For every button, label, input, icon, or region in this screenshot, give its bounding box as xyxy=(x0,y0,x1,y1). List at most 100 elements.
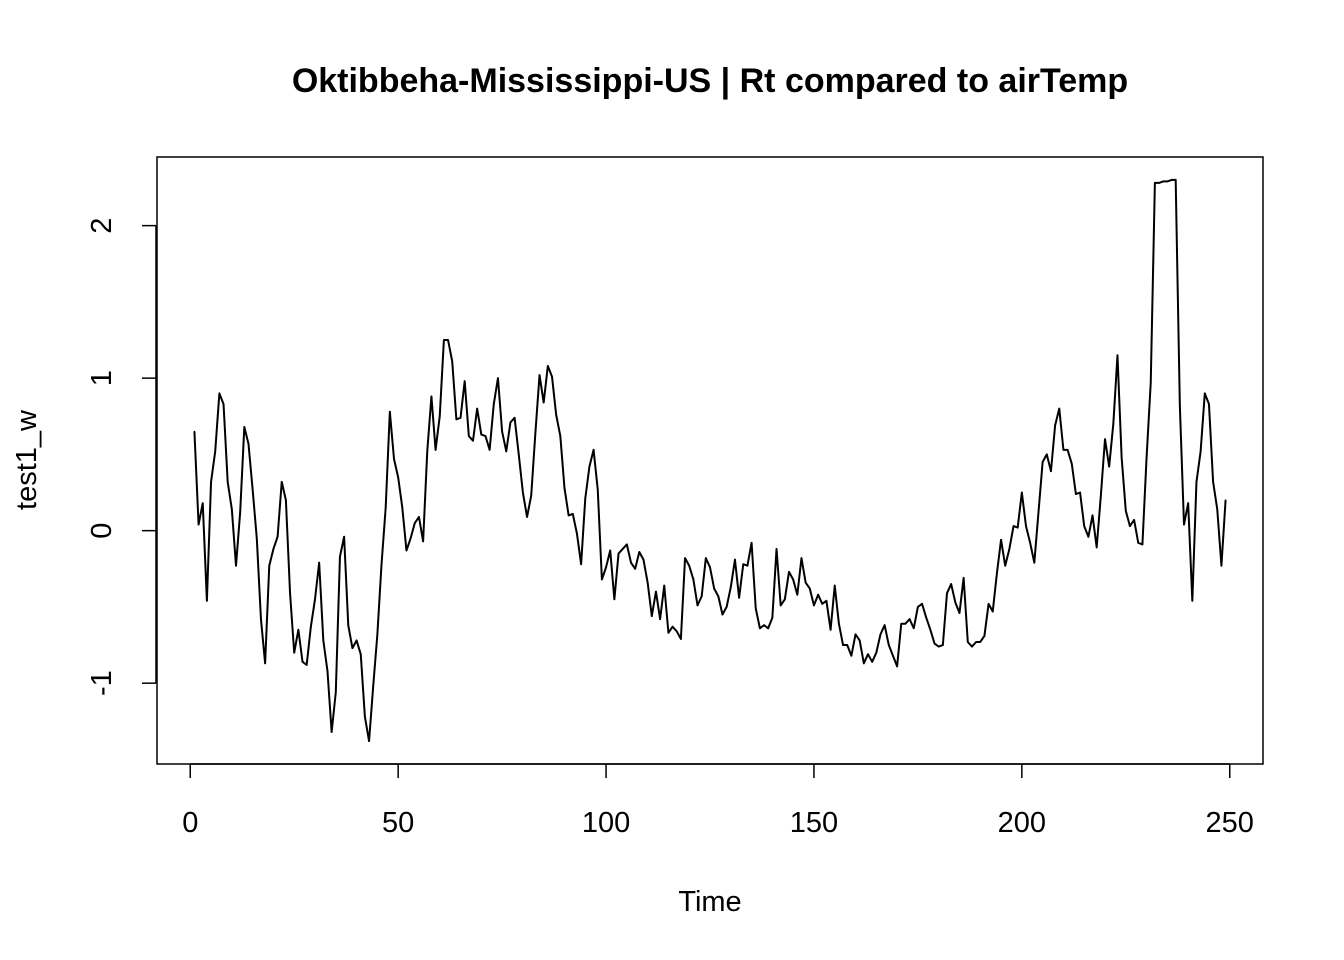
data-point xyxy=(1120,456,1123,459)
data-point xyxy=(1179,404,1181,407)
data-point xyxy=(1104,438,1106,440)
data-point xyxy=(621,548,624,550)
data-point xyxy=(1108,465,1110,468)
data-point xyxy=(788,571,790,573)
data-point xyxy=(1133,519,1135,521)
data-point xyxy=(231,508,233,511)
data-point xyxy=(709,566,711,569)
data-point xyxy=(796,593,799,596)
data-point xyxy=(617,552,620,555)
data-point xyxy=(1050,470,1052,472)
data-point xyxy=(1166,180,1169,183)
data-point xyxy=(289,592,291,594)
data-point xyxy=(883,624,886,627)
x-axis: 0 50 100 150 200 250 xyxy=(182,763,1254,839)
data-point xyxy=(929,628,932,631)
data-point xyxy=(1220,564,1223,567)
x-tick-label: 150 xyxy=(790,807,838,839)
data-point xyxy=(779,604,782,607)
data-point xyxy=(318,561,320,564)
data-point xyxy=(1183,523,1185,526)
data-point xyxy=(364,715,366,718)
data-point xyxy=(1224,499,1227,501)
data-point xyxy=(201,502,204,505)
data-point xyxy=(680,638,682,640)
data-point xyxy=(601,578,603,581)
x-axis-label: Time xyxy=(678,886,741,918)
data-point xyxy=(559,435,562,437)
x-tick-label: 100 xyxy=(582,807,630,839)
data-point xyxy=(626,543,628,546)
data-point xyxy=(846,644,849,646)
data-point xyxy=(833,584,836,587)
data-point xyxy=(397,476,399,479)
data-point xyxy=(522,491,524,494)
data-point xyxy=(285,499,287,501)
data-point xyxy=(746,564,749,567)
data-point xyxy=(659,618,661,620)
data-point xyxy=(1141,543,1144,546)
data-point xyxy=(476,407,478,410)
data-point xyxy=(908,618,911,620)
data-point xyxy=(235,564,237,567)
data-point xyxy=(1212,481,1214,483)
data-point xyxy=(1145,456,1148,459)
data-point xyxy=(925,616,928,619)
data-point xyxy=(509,421,512,424)
data-point xyxy=(455,418,458,421)
data-point xyxy=(650,615,653,617)
data-point xyxy=(1025,525,1027,527)
data-point xyxy=(472,439,474,442)
data-point xyxy=(917,606,919,608)
data-point xyxy=(401,506,404,509)
data-point xyxy=(792,578,794,581)
data-point xyxy=(613,598,616,601)
data-point xyxy=(260,618,262,620)
data-point xyxy=(280,481,283,483)
data-point xyxy=(226,481,229,483)
data-point xyxy=(983,635,986,637)
data-point xyxy=(222,403,225,405)
data-point xyxy=(734,558,736,561)
data-point xyxy=(979,641,982,643)
data-point xyxy=(359,653,362,655)
data-point xyxy=(243,426,246,428)
data-point xyxy=(255,537,258,540)
data-point xyxy=(900,622,903,625)
data-point xyxy=(588,465,591,468)
data-point xyxy=(339,555,341,558)
data-point xyxy=(996,572,998,575)
data-point xyxy=(563,487,566,489)
data-point xyxy=(946,592,948,594)
data-point xyxy=(717,595,720,598)
data-point xyxy=(808,587,811,590)
series-points xyxy=(193,179,1227,742)
data-point xyxy=(867,653,869,655)
plot-frame xyxy=(156,156,1264,765)
data-point xyxy=(1116,354,1119,357)
x-tick-label: 50 xyxy=(382,807,414,839)
data-point xyxy=(863,662,865,665)
data-point xyxy=(264,662,266,665)
x-tick-label: 200 xyxy=(998,807,1046,839)
series-line xyxy=(193,178,1227,743)
data-point xyxy=(971,645,973,648)
data-point xyxy=(921,603,923,605)
x-tick-label: 0 xyxy=(182,807,198,839)
data-point xyxy=(729,586,732,588)
data-point xyxy=(1174,179,1177,181)
data-point xyxy=(592,449,595,451)
data-point xyxy=(443,339,445,341)
data-point xyxy=(351,647,354,649)
data-point xyxy=(958,612,961,614)
data-point xyxy=(879,633,882,636)
data-point xyxy=(1083,525,1086,527)
data-point xyxy=(409,537,412,540)
data-point xyxy=(405,549,408,552)
data-point xyxy=(754,607,757,610)
data-point xyxy=(1091,514,1094,517)
data-point xyxy=(1012,525,1015,527)
data-point xyxy=(193,430,196,433)
data-point xyxy=(700,595,703,598)
data-point xyxy=(214,450,217,453)
